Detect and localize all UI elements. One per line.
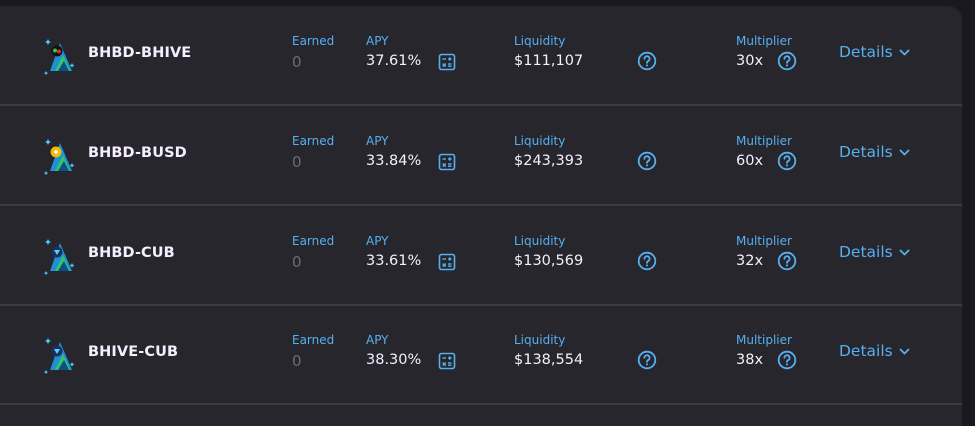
farm-row: BHBD-BHIVE Earned 0 APY 37.61% Liquidity…	[0, 6, 962, 106]
multiplier-help-icon[interactable]	[777, 350, 797, 370]
multiplier-value: 38x	[736, 352, 764, 368]
liquidity-help-icon[interactable]	[637, 151, 657, 171]
apy-value: 38.30%	[366, 352, 422, 368]
liquidity-label: Liquidity	[514, 234, 566, 248]
details-label: Details	[839, 143, 893, 161]
multiplier-label: Multiplier	[736, 34, 792, 48]
multiplier-value: 30x	[736, 53, 764, 69]
multiplier-help-icon[interactable]	[777, 51, 797, 71]
farms-panel	[0, 6, 962, 426]
chevron-down-icon	[893, 342, 910, 360]
cub-token-icon	[42, 334, 76, 375]
cub-token-icon	[42, 235, 76, 276]
farm-pair-name: BHBD-BHIVE	[88, 45, 192, 61]
details-toggle-button[interactable]: Details	[839, 243, 910, 261]
farm-pair-name: BHBD-BUSD	[88, 145, 187, 161]
liquidity-value: $138,554	[514, 352, 584, 368]
farm-row: BHIVE-CUB Earned 0 APY 38.30% Liquidity …	[0, 305, 962, 405]
multiplier-label: Multiplier	[736, 234, 792, 248]
liquidity-label: Liquidity	[514, 34, 566, 48]
liquidity-value: $130,569	[514, 253, 584, 269]
calculator-icon[interactable]	[438, 53, 456, 71]
bhive-token-icon	[42, 35, 76, 76]
apy-label: APY	[366, 333, 389, 347]
liquidity-help-icon[interactable]	[637, 251, 657, 271]
liquidity-help-icon[interactable]	[637, 350, 657, 370]
multiplier-help-icon[interactable]	[777, 251, 797, 271]
calculator-icon[interactable]	[438, 153, 456, 171]
details-toggle-button[interactable]: Details	[839, 43, 910, 61]
details-label: Details	[839, 43, 893, 61]
multiplier-label: Multiplier	[736, 333, 792, 347]
chevron-down-icon	[893, 43, 910, 61]
multiplier-help-icon[interactable]	[777, 151, 797, 171]
earned-label: Earned	[292, 34, 335, 48]
multiplier-value: 32x	[736, 253, 764, 269]
apy-value: 33.84%	[366, 153, 422, 169]
chevron-down-icon	[893, 143, 910, 161]
details-toggle-button[interactable]: Details	[839, 143, 910, 161]
calculator-icon[interactable]	[438, 352, 456, 370]
liquidity-value: $243,393	[514, 153, 584, 169]
earned-label: Earned	[292, 333, 335, 347]
earned-value: 0	[292, 253, 302, 271]
details-label: Details	[839, 243, 893, 261]
earned-label: Earned	[292, 234, 335, 248]
chevron-down-icon	[893, 243, 910, 261]
liquidity-label: Liquidity	[514, 333, 566, 347]
liquidity-label: Liquidity	[514, 134, 566, 148]
calculator-icon[interactable]	[438, 253, 456, 271]
earned-value: 0	[292, 153, 302, 171]
details-toggle-button[interactable]: Details	[839, 342, 910, 360]
multiplier-label: Multiplier	[736, 134, 792, 148]
earned-value: 0	[292, 352, 302, 370]
earned-label: Earned	[292, 134, 335, 148]
apy-value: 37.61%	[366, 53, 422, 69]
details-label: Details	[839, 342, 893, 360]
farm-pair-name: BHBD-CUB	[88, 245, 175, 261]
apy-label: APY	[366, 34, 389, 48]
farm-row: BHBD-BUSD Earned 0 APY 33.84% Liquidity …	[0, 106, 962, 206]
apy-label: APY	[366, 134, 389, 148]
liquidity-value: $111,107	[514, 53, 584, 69]
apy-value: 33.61%	[366, 253, 422, 269]
busd-token-icon	[42, 135, 76, 176]
farm-pair-name: BHIVE-CUB	[88, 344, 179, 360]
liquidity-help-icon[interactable]	[637, 51, 657, 71]
apy-label: APY	[366, 234, 389, 248]
farm-row: BHBD-CUB Earned 0 APY 33.61% Liquidity $…	[0, 206, 962, 306]
multiplier-value: 60x	[736, 153, 764, 169]
earned-value: 0	[292, 53, 302, 71]
